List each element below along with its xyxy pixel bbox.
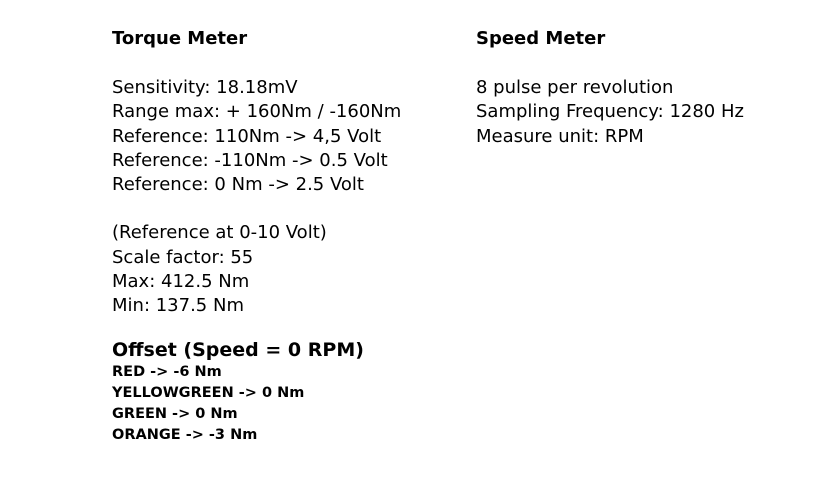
speed-meter-title: Speed Meter [476,28,606,49]
speed-meter-section: Speed Meter 8 pulse per revolution Sampl… [476,27,806,149]
offset-block: Offset (Speed = 0 RPM) RED -> -6 Nm YELL… [112,338,452,446]
torque-meter-specs: Sensitivity: 18.18mV Range max: + 160Nm … [112,76,452,197]
torque-meter-title: Torque Meter [112,28,248,49]
torque-meter-section: Torque Meter Sensitivity: 18.18mV Range … [112,27,452,446]
min-value: Min: 137.5 Nm [112,295,244,317]
reference-0-10-heading: (Reference at 0-10 Volt) [112,222,327,244]
sampling-frequency: Sampling Frequency: 1280 Hz [476,101,744,123]
pulse-per-revolution: 8 pulse per revolution [476,77,674,98]
speed-meter-specs: 8 pulse per revolution Sampling Frequenc… [476,76,806,149]
max-value: Max: 412.5 Nm [112,271,250,293]
spec-range-max: Range max: + 160Nm / -160Nm [112,101,402,123]
spec-reference-negative: Reference: -110Nm -> 0.5 Volt [112,149,388,171]
spec-reference-positive: Reference: 110Nm -> 4,5 Volt [112,125,382,147]
spec-sensitivity: Sensitivity: 18.18mV [112,77,298,98]
offset-yellowgreen: YELLOWGREEN -> 0 Nm [112,384,305,401]
offset-title: Offset (Speed = 0 RPM) [112,338,364,361]
scale-factor: Scale factor: 55 [112,246,254,268]
measure-unit: Measure unit: RPM [476,125,644,147]
offset-green: GREEN -> 0 Nm [112,405,238,422]
offset-orange: ORANGE -> -3 Nm [112,426,258,443]
offset-red: RED -> -6 Nm [112,363,222,380]
reference-0-10-block: (Reference at 0-10 Volt) Scale factor: 5… [112,221,452,318]
spec-reference-zero: Reference: 0 Nm -> 2.5 Volt [112,174,364,196]
